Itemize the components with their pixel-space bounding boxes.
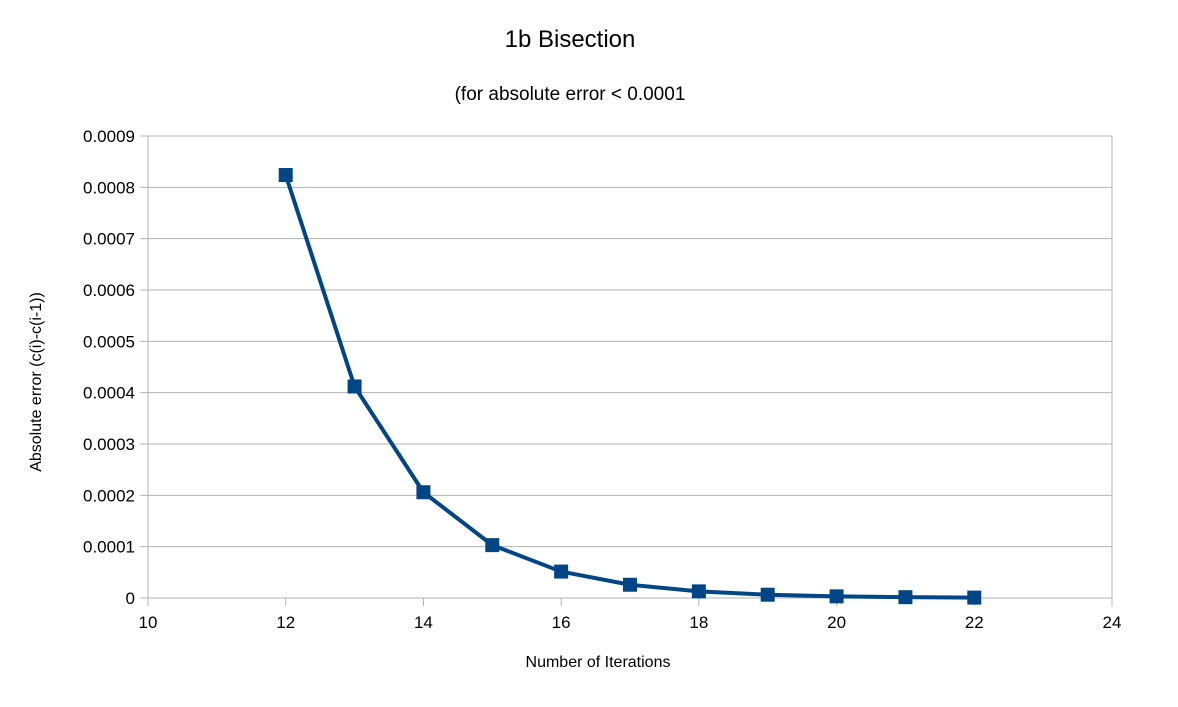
series: [278, 168, 982, 605]
data-point-marker: [347, 379, 362, 394]
y-tick-label: 0.0004: [83, 384, 135, 403]
chart-subtitle: (for absolute error < 0.0001: [455, 84, 686, 105]
chart-title: 1b Bisection: [505, 26, 636, 53]
y-tick-label: 0.0009: [83, 127, 135, 146]
gridlines: [148, 135, 1112, 548]
y-tick-label: 0.0005: [83, 332, 135, 351]
x-tick-label: 24: [1103, 613, 1122, 632]
x-tick-label: 22: [965, 613, 984, 632]
tick-labels: 0 0.0001 0.0002 0.0003 0.0004 0.0005 0.0006 0.0…: [83, 127, 1121, 632]
data-point-marker: [485, 538, 500, 553]
y-tick-label: 0.0002: [83, 486, 135, 505]
data-point-marker: [278, 168, 293, 183]
x-tick-label: 10: [139, 613, 158, 632]
data-point-marker: [554, 564, 569, 579]
y-tick-label: 0.0007: [83, 230, 135, 249]
data-point-marker: [967, 590, 982, 605]
y-tick-label: 0.0003: [83, 435, 135, 454]
axes: [140, 135, 1113, 606]
x-axis-title: Number of Iterations: [526, 654, 671, 671]
x-tick-label: 14: [414, 613, 433, 632]
x-tick-label: 18: [689, 613, 708, 632]
y-tick-label: 0: [126, 589, 135, 608]
y-axis-title: Absolute error (c(i)-c(i-1)): [28, 292, 45, 472]
x-tick-label: 12: [276, 613, 295, 632]
y-tick-label: 0.0006: [83, 281, 135, 300]
data-point-marker: [691, 584, 706, 599]
data-point-marker: [416, 485, 431, 500]
y-tick-label: 0.0001: [83, 538, 135, 557]
data-point-marker: [623, 577, 637, 592]
y-tick-label: 0.0008: [83, 178, 135, 197]
data-point-marker: [829, 589, 844, 604]
x-tick-label: 16: [552, 613, 571, 632]
data-point-marker: [760, 587, 775, 602]
x-tick-label: 20: [827, 613, 846, 632]
data-point-marker: [898, 590, 913, 605]
